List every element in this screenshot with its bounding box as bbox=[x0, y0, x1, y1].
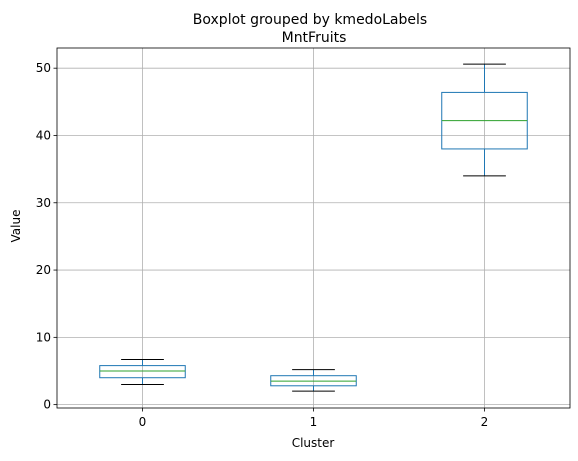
chart-title: MntFruits bbox=[282, 30, 347, 46]
x-axis-label: Cluster bbox=[292, 436, 335, 450]
y-tick-label: 10 bbox=[36, 330, 51, 344]
y-tick-label: 50 bbox=[36, 61, 51, 75]
y-tick-label: 30 bbox=[36, 196, 51, 210]
chart-suptitle: Boxplot grouped by kmedoLabels bbox=[193, 12, 427, 28]
y-tick-label: 40 bbox=[36, 128, 51, 142]
ticks: 0 10 20 30 40 50 0 1 2 bbox=[36, 61, 489, 429]
grid bbox=[57, 48, 570, 408]
y-tick-label: 20 bbox=[36, 263, 51, 277]
x-tick-label: 1 bbox=[310, 415, 318, 429]
y-axis-label: Value bbox=[9, 210, 23, 243]
box bbox=[99, 365, 186, 379]
boxes bbox=[99, 63, 528, 392]
y-tick-label: 0 bbox=[43, 398, 51, 412]
x-tick-label: 2 bbox=[481, 415, 489, 429]
x-tick-label: 0 bbox=[139, 415, 147, 429]
